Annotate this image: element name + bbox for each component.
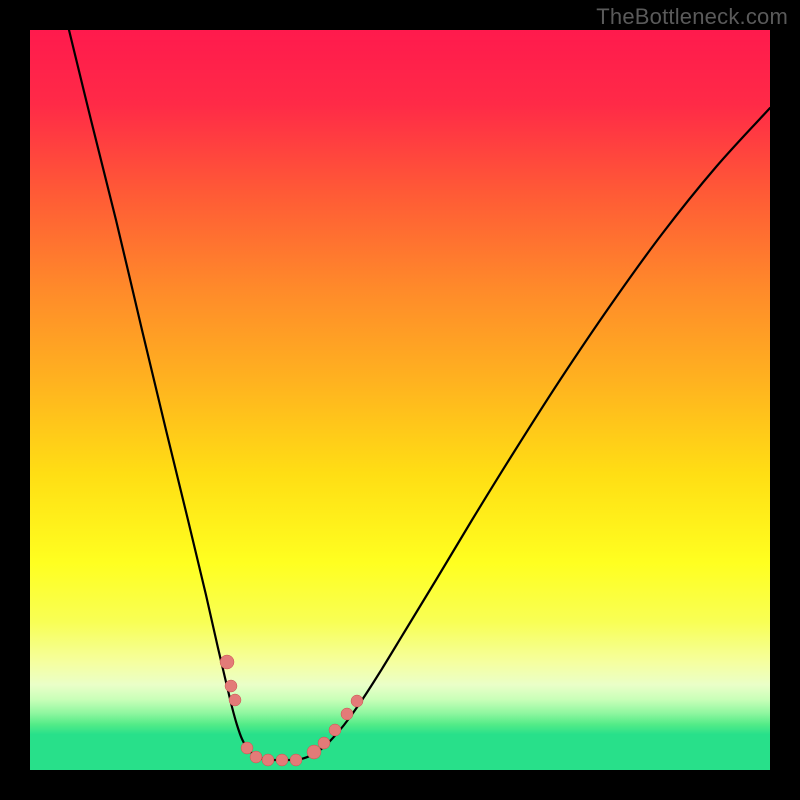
curve-marker xyxy=(307,745,321,759)
curve-marker xyxy=(229,694,241,706)
curve-marker xyxy=(241,742,253,754)
curve-marker xyxy=(220,655,234,669)
curve-marker xyxy=(341,708,353,720)
curve-marker xyxy=(225,680,237,692)
watermark-text: TheBottleneck.com xyxy=(596,4,788,30)
gradient-panel xyxy=(30,30,770,770)
curve-marker xyxy=(318,737,330,749)
curve-marker xyxy=(250,751,262,763)
curve-marker xyxy=(290,754,302,766)
chart-svg xyxy=(0,0,800,800)
curve-marker xyxy=(276,754,288,766)
curve-marker xyxy=(262,754,274,766)
curve-marker xyxy=(351,695,363,707)
curve-marker xyxy=(329,724,341,736)
chart-stage: TheBottleneck.com xyxy=(0,0,800,800)
